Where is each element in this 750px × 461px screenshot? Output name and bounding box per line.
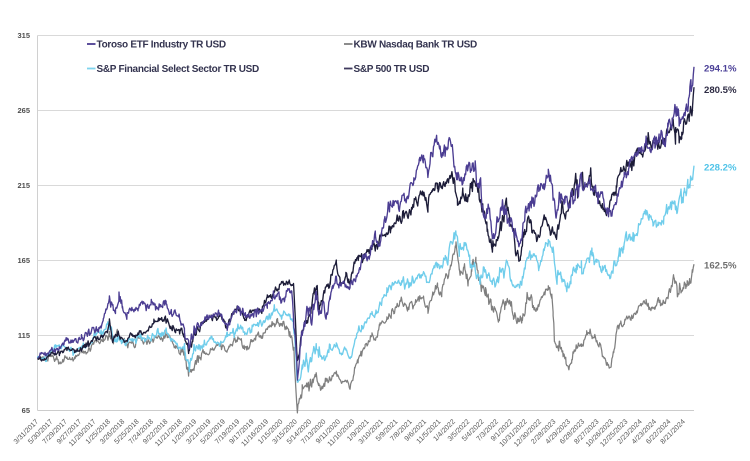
svg-text:65: 65	[22, 406, 30, 415]
svg-text:228.2%: 228.2%	[704, 163, 737, 174]
svg-text:KBW Nasdaq Bank TR USD: KBW Nasdaq Bank TR USD	[354, 40, 477, 51]
svg-text:S&P 500 TR USD: S&P 500 TR USD	[354, 64, 430, 75]
svg-text:Toroso ETF Industry TR USD: Toroso ETF Industry TR USD	[97, 40, 226, 51]
svg-text:115: 115	[18, 331, 30, 340]
svg-text:294.1%: 294.1%	[704, 64, 737, 75]
svg-text:162.5%: 162.5%	[704, 260, 737, 271]
svg-text:280.5%: 280.5%	[704, 85, 737, 96]
svg-text:215: 215	[17, 181, 30, 190]
svg-text:315: 315	[17, 31, 30, 40]
svg-text:S&P Financial Select Sector TR: S&P Financial Select Sector TR USD	[97, 64, 260, 75]
svg-text:265: 265	[17, 106, 30, 115]
svg-text:165: 165	[17, 256, 30, 265]
